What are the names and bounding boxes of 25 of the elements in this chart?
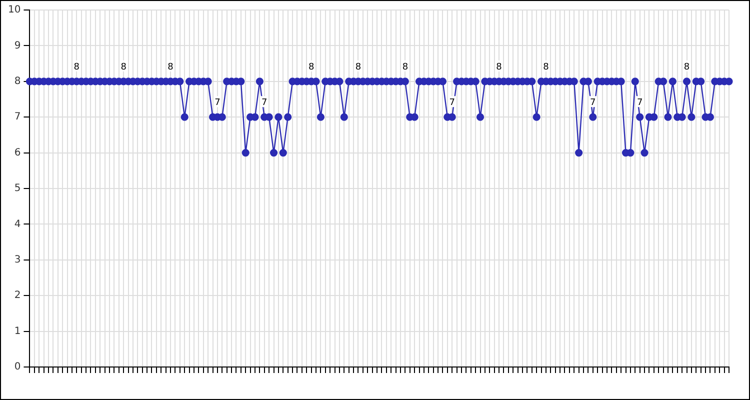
data-label: 7 bbox=[214, 98, 220, 108]
data-label: 8 bbox=[402, 62, 408, 72]
y-tick-label: 2 bbox=[14, 290, 21, 302]
data-label: 8 bbox=[168, 62, 174, 72]
data-label: 8 bbox=[543, 62, 550, 72]
data-label: 7 bbox=[262, 98, 268, 108]
y-tick-label: 4 bbox=[14, 218, 21, 230]
data-label: 8 bbox=[74, 62, 80, 72]
y-tick-label: 8 bbox=[14, 76, 21, 87]
data-label: 7 bbox=[449, 98, 455, 108]
data-label: 8 bbox=[120, 62, 127, 72]
data-label: 8 bbox=[355, 62, 362, 72]
y-tick-label: 6 bbox=[14, 147, 21, 158]
y-tick-label: 9 bbox=[14, 40, 21, 52]
y-tick-label: 3 bbox=[14, 254, 21, 266]
data-label: 8 bbox=[684, 62, 690, 72]
y-tick-label: 10 bbox=[8, 4, 21, 16]
data-label: 8 bbox=[496, 62, 502, 72]
y-tick-label: 7 bbox=[14, 112, 21, 123]
data-label: 8 bbox=[308, 62, 314, 72]
y-tick-label: 5 bbox=[14, 183, 21, 194]
y-tick-label: 1 bbox=[14, 326, 21, 337]
data-label: 7 bbox=[590, 98, 596, 108]
y-tick-label: 0 bbox=[14, 362, 21, 373]
data-label: 7 bbox=[636, 98, 643, 108]
